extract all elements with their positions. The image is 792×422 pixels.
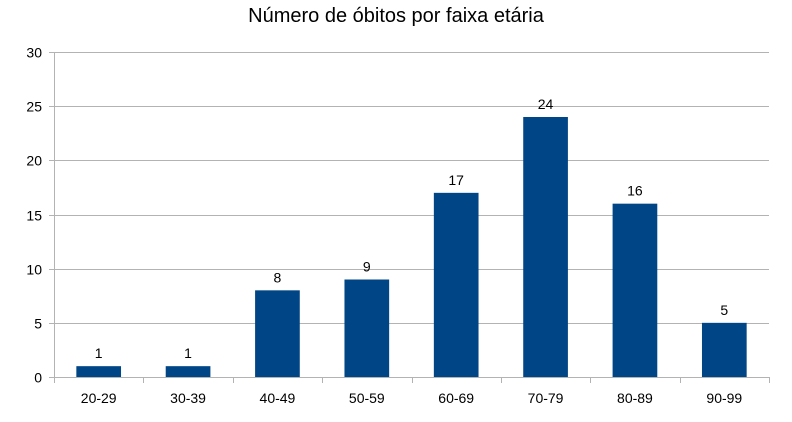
data-label-20-29: 1 xyxy=(95,345,103,361)
bar-40-49 xyxy=(255,290,300,377)
x-tick-label: 30-39 xyxy=(170,390,206,406)
x-tick-label: 40-49 xyxy=(260,390,296,406)
x-tick-label: 90-99 xyxy=(706,390,742,406)
y-tick-label: 10 xyxy=(26,262,42,278)
y-tick-label: 5 xyxy=(34,316,42,332)
bar-80-89 xyxy=(612,203,658,377)
bar-70-79 xyxy=(523,117,568,377)
bar-90-99 xyxy=(701,322,747,377)
bars: 1 1 8 9 17 24 16 5 xyxy=(76,96,747,377)
y-tick-label: 20 xyxy=(26,153,42,169)
bar-50-59 xyxy=(344,279,390,377)
x-tick-label: 80-89 xyxy=(617,390,653,406)
bar-20-29 xyxy=(76,366,122,377)
axes xyxy=(54,52,769,378)
data-label-60-69: 17 xyxy=(448,172,464,188)
x-axis-ticks: 20-29 30-39 40-49 50-59 60-69 70-79 80-89 90-99 xyxy=(54,377,770,406)
x-tick-label: 50-59 xyxy=(349,390,385,406)
data-label-80-89: 16 xyxy=(627,183,643,199)
data-label-70-79: 24 xyxy=(538,96,554,112)
y-tick-label: 0 xyxy=(34,370,42,386)
data-label-90-99: 5 xyxy=(720,302,728,318)
y-tick-label: 30 xyxy=(26,45,42,61)
x-tick-label: 60-69 xyxy=(438,390,474,406)
data-label-40-49: 8 xyxy=(274,269,282,285)
data-label-50-59: 9 xyxy=(363,259,371,275)
x-tick-label: 20-29 xyxy=(81,390,117,406)
bar-30-39 xyxy=(165,366,211,377)
bar-60-69 xyxy=(433,192,479,377)
chart-title: Número de óbitos por faixa etária xyxy=(248,5,545,27)
y-tick-label: 15 xyxy=(26,208,42,224)
gridlines xyxy=(49,52,769,378)
x-tick-label: 70-79 xyxy=(528,390,564,406)
data-label-30-39: 1 xyxy=(184,345,192,361)
y-axis-ticks: 0 5 10 15 20 25 30 xyxy=(26,45,42,386)
y-tick-label: 25 xyxy=(26,99,42,115)
